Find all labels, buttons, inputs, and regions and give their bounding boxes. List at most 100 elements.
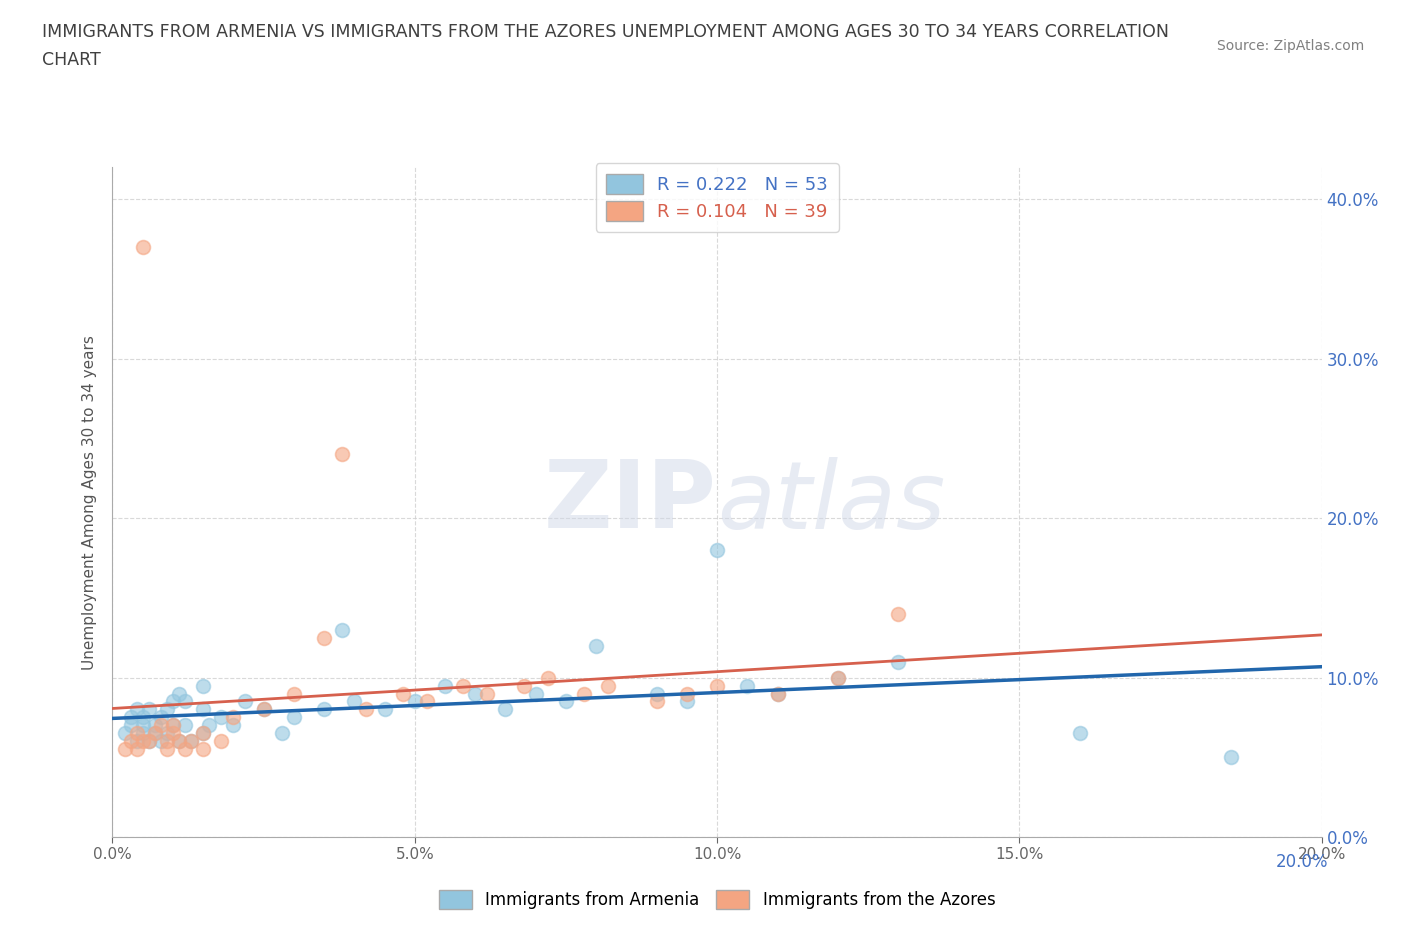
- Point: [125, 726, 148, 741]
- Point: [125, 734, 148, 749]
- Point: [283, 686, 305, 701]
- Point: [174, 742, 197, 757]
- Point: [343, 694, 366, 709]
- Point: [1069, 726, 1091, 741]
- Point: [464, 686, 486, 701]
- Point: [162, 726, 184, 741]
- Point: [138, 702, 160, 717]
- Point: [125, 742, 148, 757]
- Point: [149, 734, 172, 749]
- Point: [180, 734, 202, 749]
- Point: [180, 734, 202, 749]
- Point: [120, 734, 142, 749]
- Point: [433, 678, 456, 693]
- Text: ZIP: ZIP: [544, 457, 717, 548]
- Point: [162, 694, 184, 709]
- Point: [167, 734, 190, 749]
- Point: [1220, 750, 1243, 764]
- Point: [887, 606, 910, 621]
- Point: [404, 694, 426, 709]
- Point: [138, 734, 160, 749]
- Point: [132, 734, 155, 749]
- Point: [524, 686, 547, 701]
- Point: [174, 718, 197, 733]
- Point: [114, 742, 136, 757]
- Point: [253, 702, 276, 717]
- Point: [143, 726, 166, 741]
- Point: [827, 671, 849, 685]
- Point: [138, 734, 160, 749]
- Point: [132, 710, 155, 724]
- Point: [191, 742, 214, 757]
- Point: [156, 702, 179, 717]
- Point: [585, 638, 607, 653]
- Point: [222, 710, 245, 724]
- Point: [209, 710, 232, 724]
- Point: [706, 542, 728, 557]
- Point: [132, 726, 155, 741]
- Point: [132, 718, 155, 733]
- Text: Source: ZipAtlas.com: Source: ZipAtlas.com: [1216, 39, 1364, 53]
- Point: [645, 694, 668, 709]
- Point: [209, 734, 232, 749]
- Point: [120, 710, 142, 724]
- Point: [283, 710, 305, 724]
- Point: [537, 671, 560, 685]
- Point: [222, 718, 245, 733]
- Point: [675, 694, 697, 709]
- Legend: Immigrants from Armenia, Immigrants from the Azores: Immigrants from Armenia, Immigrants from…: [432, 884, 1002, 916]
- Point: [554, 694, 576, 709]
- Point: [598, 678, 620, 693]
- Text: atlas: atlas: [717, 457, 945, 548]
- Point: [330, 622, 353, 637]
- Point: [737, 678, 759, 693]
- Point: [675, 686, 697, 701]
- Point: [451, 678, 474, 693]
- Point: [149, 718, 172, 733]
- Point: [314, 702, 336, 717]
- Text: 20.0%: 20.0%: [1277, 853, 1329, 871]
- Point: [512, 678, 534, 693]
- Point: [572, 686, 595, 701]
- Point: [374, 702, 396, 717]
- Point: [162, 718, 184, 733]
- Point: [156, 734, 179, 749]
- Point: [391, 686, 413, 701]
- Point: [167, 734, 190, 749]
- Point: [198, 718, 221, 733]
- Point: [253, 702, 276, 717]
- Point: [766, 686, 789, 701]
- Point: [356, 702, 378, 717]
- Point: [156, 742, 179, 757]
- Point: [120, 718, 142, 733]
- Y-axis label: Unemployment Among Ages 30 to 34 years: Unemployment Among Ages 30 to 34 years: [82, 335, 97, 670]
- Text: CHART: CHART: [42, 51, 101, 69]
- Point: [162, 718, 184, 733]
- Point: [149, 710, 172, 724]
- Point: [132, 240, 155, 255]
- Point: [143, 726, 166, 741]
- Point: [125, 702, 148, 717]
- Text: IMMIGRANTS FROM ARMENIA VS IMMIGRANTS FROM THE AZORES UNEMPLOYMENT AMONG AGES 30: IMMIGRANTS FROM ARMENIA VS IMMIGRANTS FR…: [42, 23, 1170, 41]
- Point: [191, 678, 214, 693]
- Point: [191, 702, 214, 717]
- Point: [191, 726, 214, 741]
- Point: [330, 447, 353, 462]
- Point: [706, 678, 728, 693]
- Point: [174, 694, 197, 709]
- Point: [827, 671, 849, 685]
- Point: [143, 718, 166, 733]
- Point: [167, 686, 190, 701]
- Point: [235, 694, 257, 709]
- Point: [645, 686, 668, 701]
- Point: [314, 631, 336, 645]
- Point: [766, 686, 789, 701]
- Point: [114, 726, 136, 741]
- Point: [887, 654, 910, 669]
- Point: [477, 686, 499, 701]
- Point: [416, 694, 439, 709]
- Point: [156, 726, 179, 741]
- Point: [270, 726, 292, 741]
- Point: [495, 702, 517, 717]
- Point: [191, 726, 214, 741]
